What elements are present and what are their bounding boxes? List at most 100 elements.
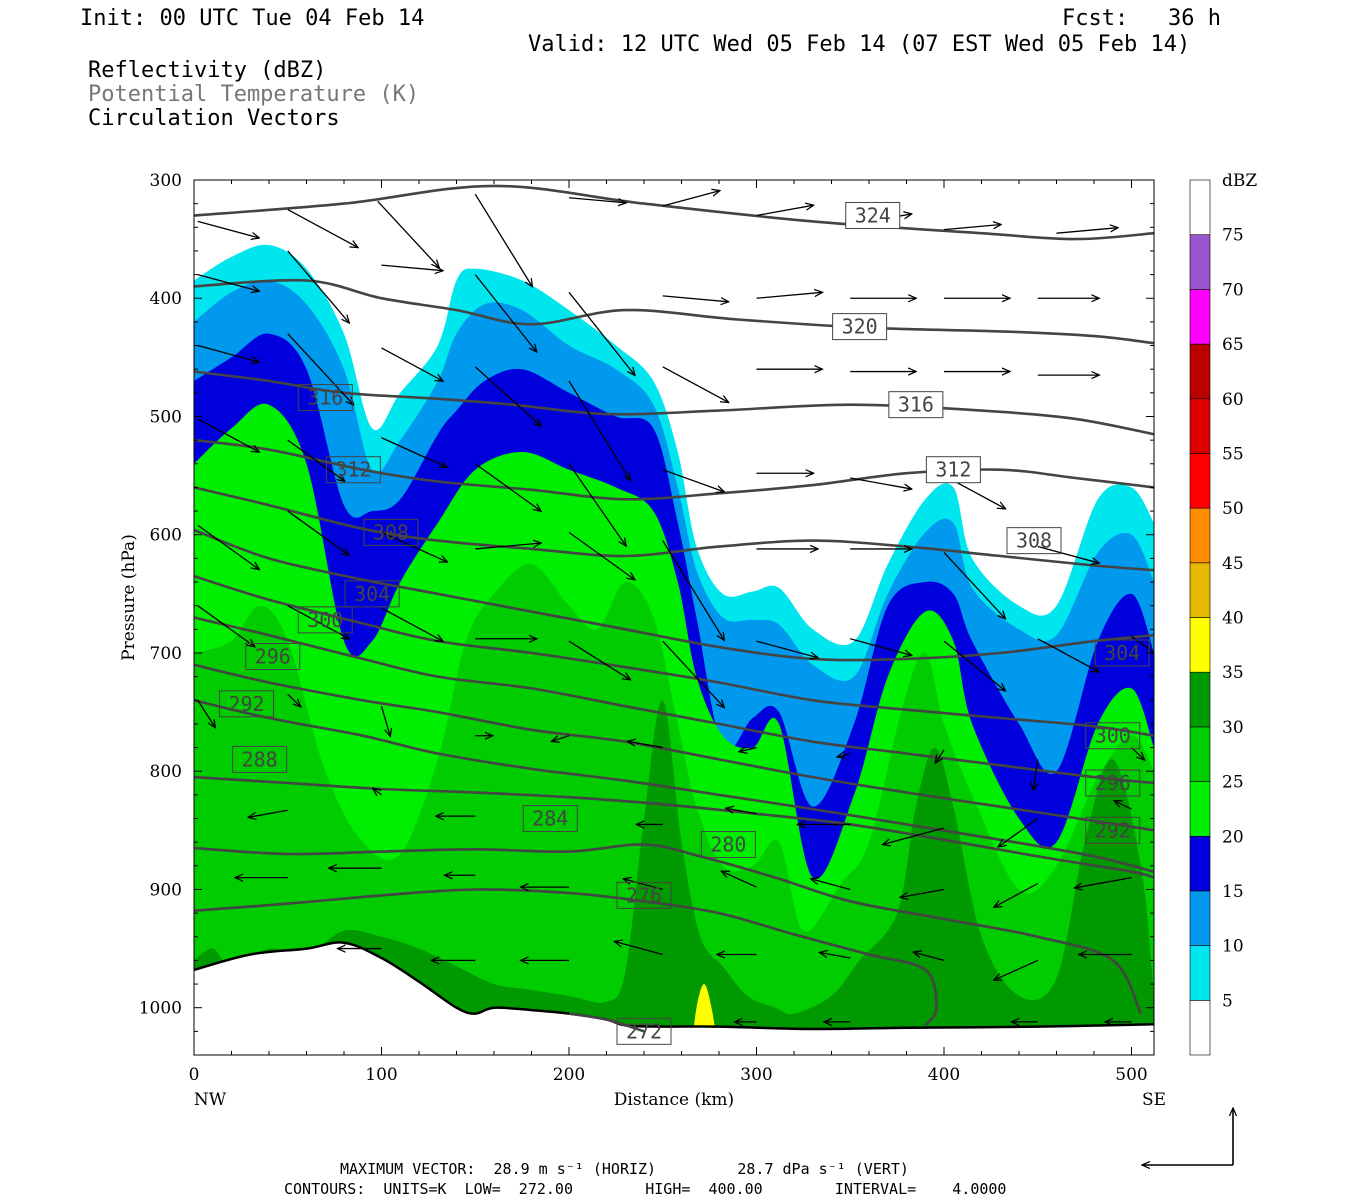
theta-label-300: 300 [1095,724,1131,748]
circulation-vector [819,952,851,959]
circulation-vector [837,753,851,757]
y-tick-label: 800 [150,762,182,782]
circulation-vector [756,205,814,217]
theta-contour-300 [194,574,1154,737]
circulation-vector [662,191,720,207]
init-time: Init: 00 UTC Tue 04 Feb 14 [80,6,425,31]
circulation-vector [1037,545,1100,564]
theta-label-box-324 [845,201,901,229]
circulation-vector [623,879,663,891]
circulation-vector [662,540,725,641]
colorbar-segment [1189,289,1211,345]
max-vector-key [1142,1108,1233,1165]
terrain-line [194,941,1154,1031]
circulation-vector [662,640,725,708]
circulation-vector [197,418,260,452]
y-axis-label: Pressure (hPa) [119,534,139,661]
colorbar-label: 25 [1222,773,1244,793]
circulation-vector [994,882,1039,908]
circulation-vector [380,706,391,736]
theta-label-312: 312 [335,458,371,482]
theta-label-box-304 [344,580,400,608]
y-tick-label: 1000 [139,999,182,1019]
theta-contour-320 [194,278,1154,345]
circulation-vector [381,607,444,641]
theta-contour-304 [194,528,1154,662]
circulation-vector [474,366,541,426]
theta-label-316: 316 [307,386,343,410]
field-reflectivity: Reflectivity (dBZ) [88,58,327,83]
circulation-vector [287,250,350,323]
colorbar-segment [1189,726,1211,782]
theta-label-316: 316 [898,393,934,417]
circulation-vector [850,477,912,489]
theta-label-324: 324 [855,203,891,227]
plot-frame [193,179,1155,1056]
x-left-end-label: NW [194,1090,227,1110]
x-right-end-label: SE [1142,1090,1166,1110]
theta-label-box-316 [297,384,353,412]
field-theta: Potential Temperature (K) [88,82,420,107]
y-tick-label: 600 [150,526,182,546]
y-tick-label: 700 [150,644,182,664]
circulation-vector [474,463,541,512]
colorbar-segment [1189,179,1211,235]
theta-contour-280 [194,843,1143,1015]
colorbar-segment [1189,507,1211,564]
x-tick-label: 0 [189,1065,200,1085]
circulation-vector [721,871,757,888]
colorbar-label: 75 [1222,226,1244,246]
theta-label-box-292 [219,690,274,718]
theta-label-box-308 [1006,527,1062,555]
circulation-vector [381,437,448,468]
circulation-vector [287,693,301,707]
circulation-vector [377,200,440,268]
theta-label-box-300 [297,606,353,634]
theta-label-box-312 [925,456,981,484]
reflectivity-30-dbz-area [194,700,1154,1055]
theta-label-box-280 [700,831,756,859]
circulation-vector [197,524,260,569]
theta-contour-312 [194,438,1154,501]
circulation-vector [1131,635,1154,654]
theta-contour-296 [194,616,1154,785]
colorbar-label: 10 [1222,937,1244,957]
theta-label-296: 296 [1095,771,1131,795]
theta-label-288: 288 [242,747,278,771]
circulation-vector [568,291,635,375]
circulation-vector [662,366,729,403]
circulation-vector [662,469,725,492]
circulation-vector [197,220,260,238]
circulation-vector [943,552,1006,619]
colorbar-label: 45 [1222,554,1244,574]
theta-label-276: 276 [626,883,662,907]
circulation-vector [900,888,945,897]
theta-label-280: 280 [710,833,746,857]
colorbar-label: 70 [1222,280,1244,300]
circulation-vector [287,510,350,555]
theta-contour-284 [194,775,1154,879]
max-vector-caption: MAXIMUM VECTOR: 28.9 m s⁻¹ (HORIZ) 28.7 … [340,1160,909,1178]
x-tick-label: 100 [365,1065,397,1085]
theta-label-308: 308 [373,520,409,544]
circulation-vector [998,817,1039,848]
valid-time: Valid: 12 UTC Wed 05 Feb 14 (07 EST Wed … [528,32,1191,57]
circulation-vector [287,208,358,248]
contours-caption: CONTOURS: UNITS=K LOW= 272.00 HIGH= 400.… [284,1180,1007,1198]
y-tick-label: 400 [150,289,182,309]
circulation-vector [197,699,216,728]
colorbar-segment [1189,562,1211,618]
circulation-vector [551,736,570,742]
colorbar-segment [1189,453,1211,509]
circulation-vector [1131,747,1145,761]
theta-label-box-272 [616,1017,672,1045]
theta-label-box-296 [245,643,301,671]
circulation-vector [568,640,631,680]
colorbar-segment [1189,234,1211,290]
circulation-vector [381,347,444,381]
circulation-vector [1037,638,1100,672]
theta-label-304: 304 [1104,641,1140,665]
theta-label-272: 272 [626,1019,662,1043]
theta-label-300: 300 [307,608,343,632]
circulation-vector [197,273,260,292]
